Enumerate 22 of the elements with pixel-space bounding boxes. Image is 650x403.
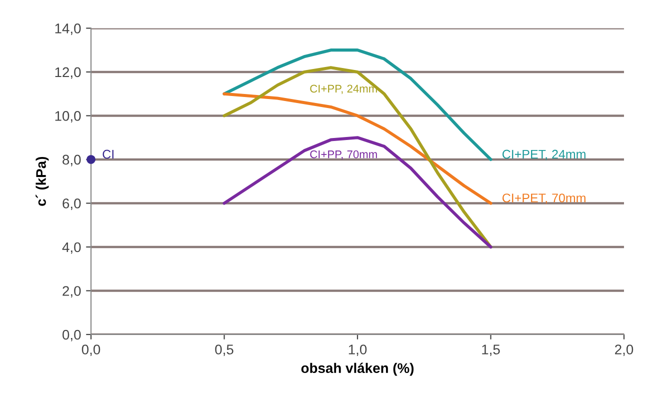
annotation: CI <box>102 150 114 159</box>
y-tick-label: 0,0 <box>62 330 81 342</box>
annotation: CI+PET, 70mm <box>502 194 586 204</box>
x-tick-label: 0,0 <box>82 344 100 356</box>
x-tick-label: 1,5 <box>482 344 500 356</box>
y-tick-label: 14,0 <box>55 24 81 36</box>
annotation: CI+PP, 70mm <box>310 150 377 160</box>
line-series <box>222 136 492 249</box>
y-tick-label: 12,0 <box>55 67 81 79</box>
y-tick-label: 10,0 <box>55 111 81 123</box>
x-tick-label: 0,5 <box>215 344 234 356</box>
y-tick-label: 8,0 <box>62 154 81 166</box>
x-tick-label: 1,0 <box>348 344 367 356</box>
annotation: CI+PET, 24mm <box>502 150 586 160</box>
line-series <box>222 48 492 162</box>
x-tick-label: 2,0 <box>615 344 634 356</box>
y-axis-title: c´ (kPa) <box>36 156 49 206</box>
y-tick-label: 4,0 <box>62 242 81 254</box>
x-axis-title: obsah vláken (%) <box>301 362 414 376</box>
y-tick-label: 6,0 <box>62 198 81 210</box>
line-series <box>222 92 492 205</box>
y-tick-label: 2,0 <box>62 286 81 298</box>
